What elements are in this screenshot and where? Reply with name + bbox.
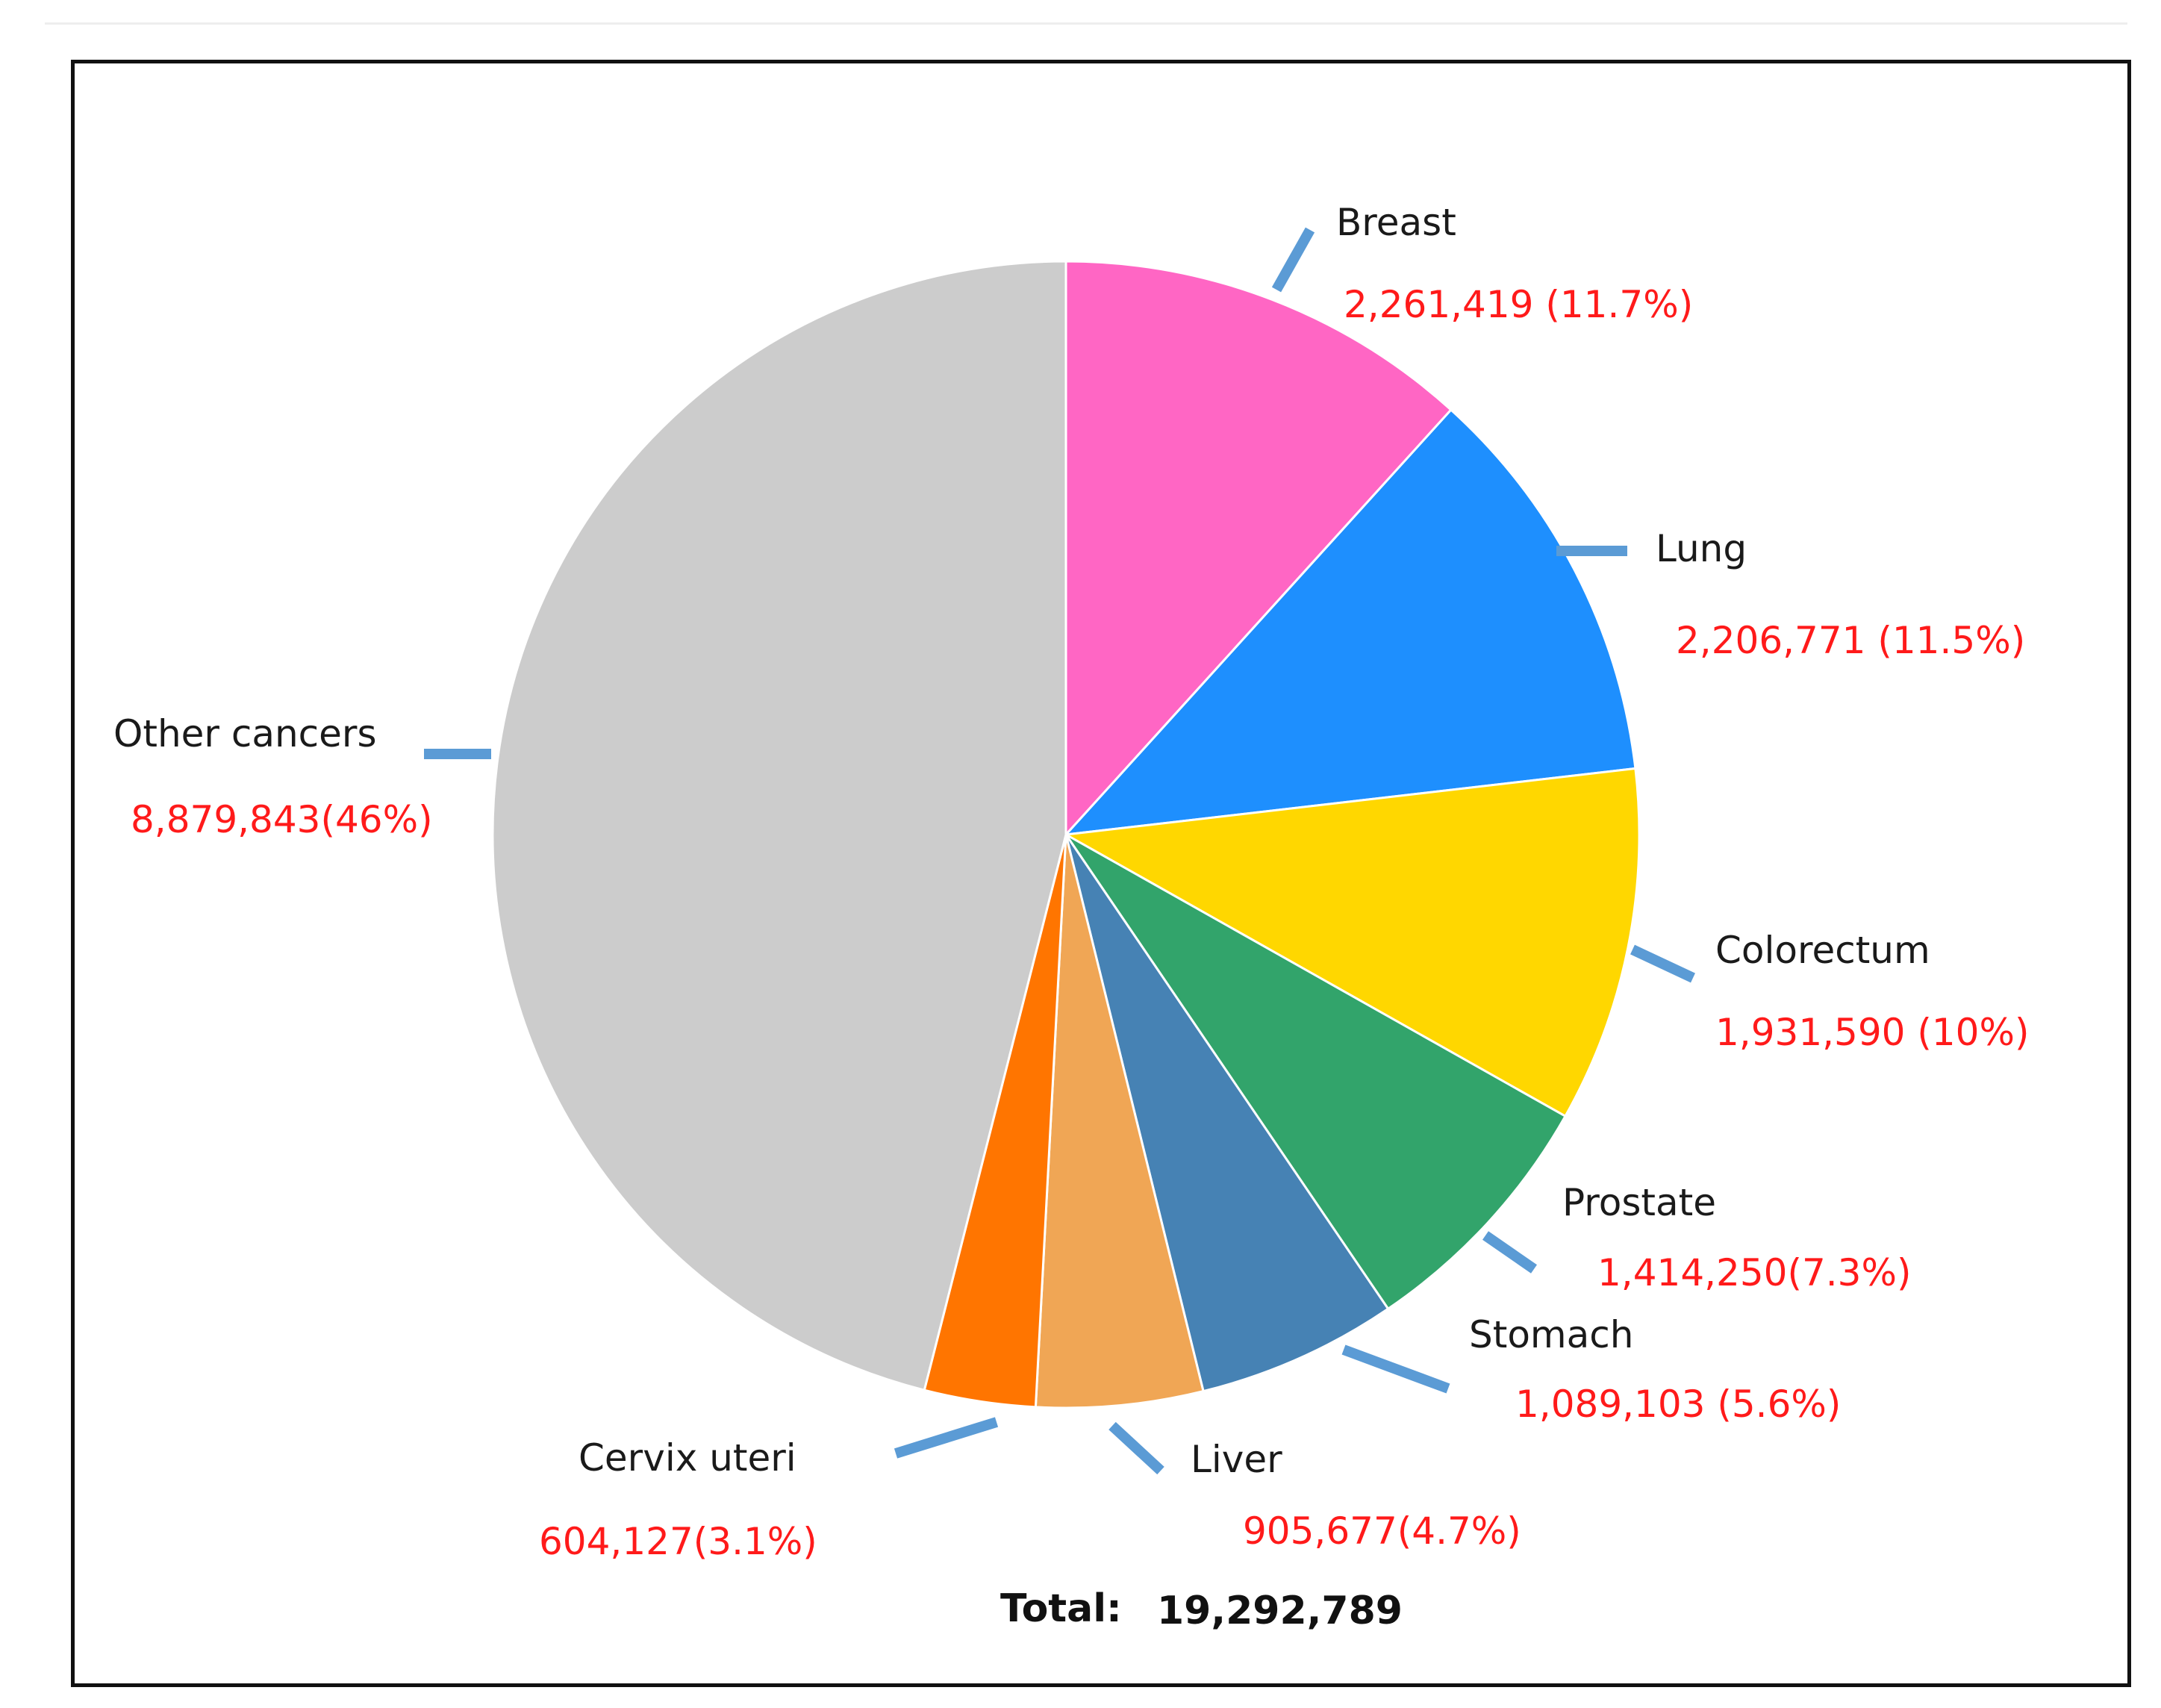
leader-line-prostate xyxy=(1482,1231,1537,1274)
slice-breast xyxy=(1064,260,1453,838)
slice-label-breast: Breast xyxy=(1336,201,1456,244)
leader-line-cervix-uteri xyxy=(894,1417,999,1459)
leader-lines xyxy=(424,227,1695,1475)
slice-label-prostate: Prostate xyxy=(1562,1181,1716,1224)
slice-colorectum xyxy=(1062,767,1641,1118)
pie-slices xyxy=(491,260,1641,1409)
leader-line-stomach xyxy=(1341,1344,1450,1394)
slice-label-stomach: Stomach xyxy=(1469,1313,1633,1356)
top-divider xyxy=(45,22,2127,25)
slice-labels: Breast 2,261,419 (11.7%) Lung 2,206,771 (11… xyxy=(113,201,2030,1563)
slice-prostate xyxy=(1064,833,1568,1311)
slice-value-prostate: 1,414,250(7.3%) xyxy=(1597,1251,1912,1294)
slice-lung xyxy=(1063,408,1637,836)
slice-label-other-cancers: Other cancers xyxy=(113,712,377,755)
leader-line-breast xyxy=(1271,227,1315,293)
leader-line-colorectum xyxy=(1630,944,1695,983)
slice-value-liver: 905,677(4.7%) xyxy=(1243,1509,1521,1553)
slice-value-stomach: 1,089,103 (5.6%) xyxy=(1515,1383,1841,1426)
slice-liver xyxy=(1034,834,1205,1409)
slice-value-other-cancers: 8,879,843(46%) xyxy=(131,798,433,841)
slice-stomach xyxy=(1064,834,1390,1393)
leader-line-liver xyxy=(1108,1421,1164,1475)
slice-value-colorectum: 1,931,590 (10%) xyxy=(1715,1011,2030,1054)
slice-other-cancers xyxy=(491,260,1067,1392)
slice-value-lung: 2,206,771 (11.5%) xyxy=(1676,619,2025,662)
slice-label-liver: Liver xyxy=(1191,1438,1282,1481)
slice-value-breast: 2,261,419 (11.7%) xyxy=(1344,283,1693,326)
total-value: 19,292,789 xyxy=(1157,1589,1403,1633)
slice-value-cervix-uteri: 604,127(3.1%) xyxy=(539,1520,817,1563)
total-label: Total: xyxy=(1000,1586,1122,1631)
slice-label-lung: Lung xyxy=(1656,527,1747,570)
slice-label-cervix-uteri: Cervix uteri xyxy=(579,1436,796,1480)
slice-label-colorectum: Colorectum xyxy=(1715,929,1930,972)
